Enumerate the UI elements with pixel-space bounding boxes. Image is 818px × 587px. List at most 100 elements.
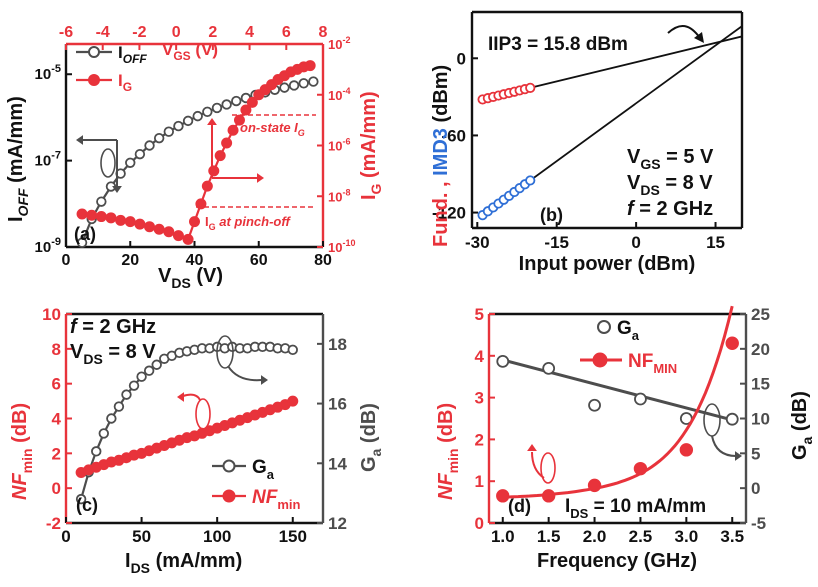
y-tick-label: -60: [441, 126, 466, 145]
x-tick-label: 1.5: [537, 527, 561, 546]
y-axis-label: Fund. , IMD3 (dBm): [430, 65, 452, 247]
y-left-axis-label: NFmin (dB): [435, 403, 461, 500]
y-left-axis-label: IOFF (mA/mm): [5, 96, 31, 222]
y-right-tick-label: 12: [328, 514, 347, 533]
y-right-tick-label: 10-2: [328, 35, 350, 52]
legend-ioff-label: IOFF: [118, 43, 147, 66]
series-ioff-point: [125, 157, 136, 168]
series-ga-point: [725, 412, 739, 426]
top-x-tick-label: -2: [132, 24, 146, 41]
top-x-tick-label: 6: [282, 24, 291, 41]
x-tick-label: 15: [706, 233, 725, 252]
top-x-tick-label: -6: [59, 24, 73, 41]
condition-label: f = 2 GHz: [70, 316, 156, 338]
y-right-tick-label: 10-6: [328, 137, 350, 154]
series-ig-point: [134, 218, 146, 230]
ga-arrow-head: [735, 451, 742, 461]
series-ig-point: [124, 216, 136, 228]
series-ig-point: [195, 198, 207, 210]
series-ig-point: [105, 212, 117, 224]
x-axis-label: Frequency (GHz): [537, 550, 697, 572]
series-nf-point: [287, 395, 299, 407]
legend-ig-marker: [88, 74, 100, 86]
series-ga-point: [98, 428, 109, 439]
y-left-tick-label: 4: [475, 347, 485, 366]
series-ioff-point: [202, 106, 213, 118]
series-ig-point: [221, 137, 233, 149]
series-ig-point: [246, 96, 258, 108]
y-left-tick-label: 2: [52, 444, 61, 463]
legend-nf-marker: [592, 352, 608, 368]
series-ig-point: [188, 216, 200, 228]
legend-ga-label: Ga: [252, 457, 275, 482]
series-ig-point: [208, 165, 220, 177]
iip3-arrow-head: [694, 32, 704, 43]
series-ig-point: [233, 114, 245, 126]
x-axis-label: Input power (dBm): [519, 253, 696, 275]
y-left-tick-label: -2: [46, 514, 61, 533]
series-nf-point: [633, 461, 648, 476]
nf-ellipse: [540, 452, 556, 484]
series-ioff-point: [298, 78, 309, 89]
x-tick-label: 0: [62, 252, 71, 269]
x-tick-label: 40: [186, 252, 204, 269]
legend-ga-label: Ga: [617, 318, 640, 343]
series-ga-point: [588, 398, 601, 412]
series-ga-point: [634, 392, 647, 406]
ga-arrow: [711, 435, 737, 457]
series-ig-point: [172, 230, 184, 242]
condition-label: f = 2 GHz: [627, 198, 713, 220]
x-tick-label: 100: [203, 527, 231, 546]
series-ga-point: [91, 446, 102, 457]
x-tick-label: -15: [544, 233, 569, 252]
x-tick-label: 60: [250, 252, 268, 269]
legend-ig-label: IG: [118, 71, 132, 94]
series-ioff-point: [96, 196, 107, 207]
x-tick-label: 2.5: [629, 527, 653, 546]
panel-label-d: (d): [508, 496, 531, 516]
condition-label: IDS = 10 mA/mm: [565, 496, 706, 521]
x-tick-label: 150: [279, 527, 307, 546]
y-left-tick-label: 4: [52, 410, 62, 429]
legend-nf-label: NFMIN: [628, 351, 677, 376]
y-left-tick-label: 6: [52, 375, 61, 394]
series-ga-point: [121, 389, 132, 400]
panel-label-b: (b): [540, 205, 563, 225]
y-tick-label: -120: [432, 204, 466, 223]
y-left-tick-label: 10-7: [35, 150, 61, 170]
condition-label: VDS = 8 V: [70, 341, 156, 367]
series-ig-point: [163, 226, 175, 238]
x-axis-label: IDS (mA/mm): [125, 550, 242, 576]
series-ig-point: [95, 211, 107, 223]
series-ga-point: [128, 380, 140, 391]
legend-ga-marker: [222, 459, 236, 473]
series-ga-point: [542, 361, 556, 375]
ga-fit-line: [502, 358, 733, 422]
y-right-tick-label: 5: [751, 444, 760, 463]
nf-arrow: [182, 393, 201, 401]
top-x-tick-label: 0: [172, 24, 181, 41]
series-ga-point: [496, 354, 510, 368]
series-ig-point: [153, 223, 165, 235]
series-ioff-point: [211, 102, 223, 114]
series-ig-point: [76, 208, 88, 220]
series-nf-curve: [502, 305, 734, 499]
condition-label: VGS = 5 V: [627, 146, 714, 172]
series-ioff-point: [134, 148, 146, 160]
series-ioff-point: [288, 80, 300, 91]
series-ioff-point: [144, 140, 155, 151]
series-ioff-point: [231, 95, 242, 107]
series-ig-point: [214, 150, 226, 162]
nf-arrow-head: [527, 444, 537, 451]
x-tick-label: 50: [132, 527, 151, 546]
y-right-tick-label: 15: [751, 375, 770, 394]
iip3-arrow: [667, 25, 701, 39]
ig-arrow-up-head: [207, 118, 217, 125]
series-nf-point: [725, 336, 739, 350]
panel-label-c: (c): [76, 495, 98, 515]
ioff-ellipse: [100, 148, 116, 178]
y-right-tick-label: 10-4: [328, 86, 350, 103]
legend-ioff-marker: [88, 46, 100, 58]
